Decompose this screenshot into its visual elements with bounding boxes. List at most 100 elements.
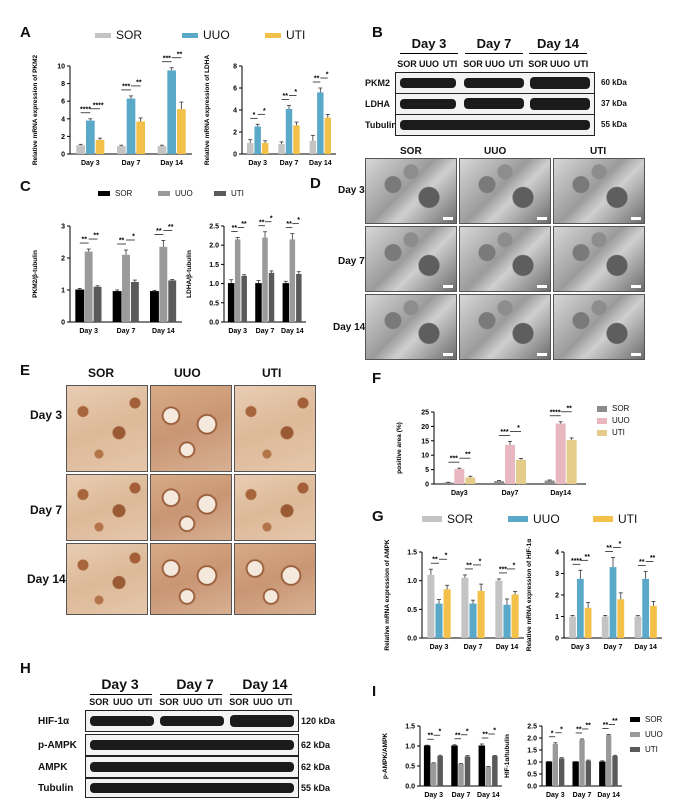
blot-h-lane-4: SOR [159, 697, 179, 707]
band [90, 716, 154, 726]
blot-h-day-14: Day 14 [242, 676, 288, 692]
bar [241, 275, 247, 322]
blot-h-row-ampk [85, 756, 299, 778]
sig-label: ** [566, 405, 572, 412]
bar [477, 590, 485, 638]
y-tick-label: 1 [61, 288, 65, 295]
legend-f-uti-swatch [597, 429, 607, 436]
legend-f-uuo: UUO [597, 416, 630, 425]
bar [609, 567, 617, 638]
legend-c-uti: UTI [214, 189, 244, 198]
x-tick-label: Day 7 [256, 328, 275, 335]
legend-i-uti-swatch [630, 747, 640, 752]
bar [552, 744, 559, 786]
x-tick-label: Day 7 [280, 160, 299, 167]
bar [634, 616, 642, 638]
legend-c-sor: SOR [98, 189, 132, 198]
blot-h-row-hif1a-label: HIF-1α [38, 716, 70, 727]
legend-g-uuo: UUO [508, 512, 560, 526]
blot-h-lane-2: UUO [113, 697, 133, 707]
legend-a-uuo-label: UUO [203, 28, 230, 42]
bar [254, 126, 261, 154]
y-axis-label: p-AMPK/AMPK [382, 733, 389, 780]
blot-h-row-tubulin [85, 778, 299, 798]
x-tick-label: Day 14 [496, 644, 519, 651]
blot-b-row-tubulin [395, 114, 595, 136]
legend-f-uti-label: UTI [612, 428, 625, 437]
legend-f-uti: UTI [597, 428, 625, 437]
chart-f-positive-area: positive area (%)0510152025Day3*****Day7… [396, 405, 586, 497]
bar [84, 251, 93, 322]
y-tick-label: 1.5 [527, 748, 537, 755]
blot-h-lane-5: UUO [183, 697, 203, 707]
y-tick-label: 2 [233, 130, 237, 137]
x-tick-label: Day 14 [597, 792, 620, 799]
bar [75, 289, 85, 323]
bar [95, 139, 105, 154]
band [160, 716, 224, 726]
sig-label: ** [314, 76, 320, 83]
y-tick-label: 6 [61, 99, 65, 106]
sig-label: ** [603, 722, 609, 729]
bar [569, 616, 576, 638]
y-axis-label: Relative mRNA expression of LDHA [204, 55, 211, 166]
y-axis-label: Relative mRNA expression of PKM2 [32, 54, 39, 165]
legend-g-sor-label: SOR [447, 512, 474, 526]
panel-label-a: A [20, 24, 31, 41]
blot-h-lane-7: SOR [229, 697, 249, 707]
ihc-image [150, 474, 232, 541]
x-tick-label: Day3 [451, 490, 468, 497]
blot-b-lane-1: SOR [397, 59, 417, 69]
blot-b-row-ldha [395, 93, 595, 115]
image-d-col-uti: UTI [590, 146, 607, 157]
image-d-col-uuo: UUO [484, 146, 507, 157]
scale-bar [631, 285, 641, 288]
ihc-image [66, 543, 148, 615]
blot-b-lane-5: UUO [485, 59, 505, 69]
bar [503, 604, 511, 638]
y-tick-label: 2.5 [209, 224, 219, 231]
ihc-image [234, 474, 316, 541]
x-tick-label: Day 7 [573, 792, 592, 799]
bar [492, 756, 498, 786]
bar [167, 70, 177, 154]
chart-a-ldha: Relative mRNA expression of LDHA 0 2 4 6 8 Day… [204, 55, 336, 167]
y-tick-label: 0.0 [527, 784, 537, 791]
bar [157, 146, 167, 154]
sig-label: *** [500, 429, 508, 436]
legend-c-uti-label: UTI [231, 189, 244, 198]
blot-h-lane-3: UTI [137, 697, 153, 707]
blot-b-row-pkm2-label: PKM2 [365, 78, 391, 88]
image-d-row-day7: Day 7 [338, 256, 365, 267]
legend-f-sor: SOR [597, 404, 629, 413]
legend-c-uuo: UUO [158, 189, 193, 198]
band [464, 78, 524, 88]
blot-b-row-pkm2-kda: 60 kDa [601, 78, 627, 87]
bar [469, 603, 477, 638]
y-tick-label: 2.0 [209, 243, 219, 250]
blot-b-day-14-line [529, 53, 587, 54]
blot-h-row-pampk-label: p-AMPK [38, 740, 77, 751]
y-axis-label: Relative mRNA expression of AMPK [384, 539, 391, 650]
blot-h-row-tubulin-label: Tubulin [38, 783, 74, 794]
blot-b-row-pkm2 [395, 72, 595, 94]
y-tick-label: 1.0 [209, 281, 219, 288]
bar [309, 140, 317, 154]
tem-image [553, 226, 645, 292]
blot-h-row-pampk [85, 734, 299, 756]
sig-label: **** [93, 102, 104, 109]
band [530, 98, 590, 110]
x-tick-label: Day 7 [122, 160, 141, 167]
y-tick-label: 10 [57, 64, 65, 71]
blot-b-row-ldha-kda: 37 kDa [601, 99, 627, 108]
x-tick-label: Day 3 [81, 160, 100, 167]
y-axis-label: LDHA/β-tubulin [186, 250, 193, 298]
band [90, 740, 294, 750]
sig-label: ** [241, 221, 247, 228]
sig-label: *** [122, 83, 130, 90]
x-tick-label: Day 3 [79, 328, 98, 335]
bar [262, 237, 268, 322]
legend-a-sor: SOR [95, 28, 142, 42]
bar [555, 423, 566, 484]
